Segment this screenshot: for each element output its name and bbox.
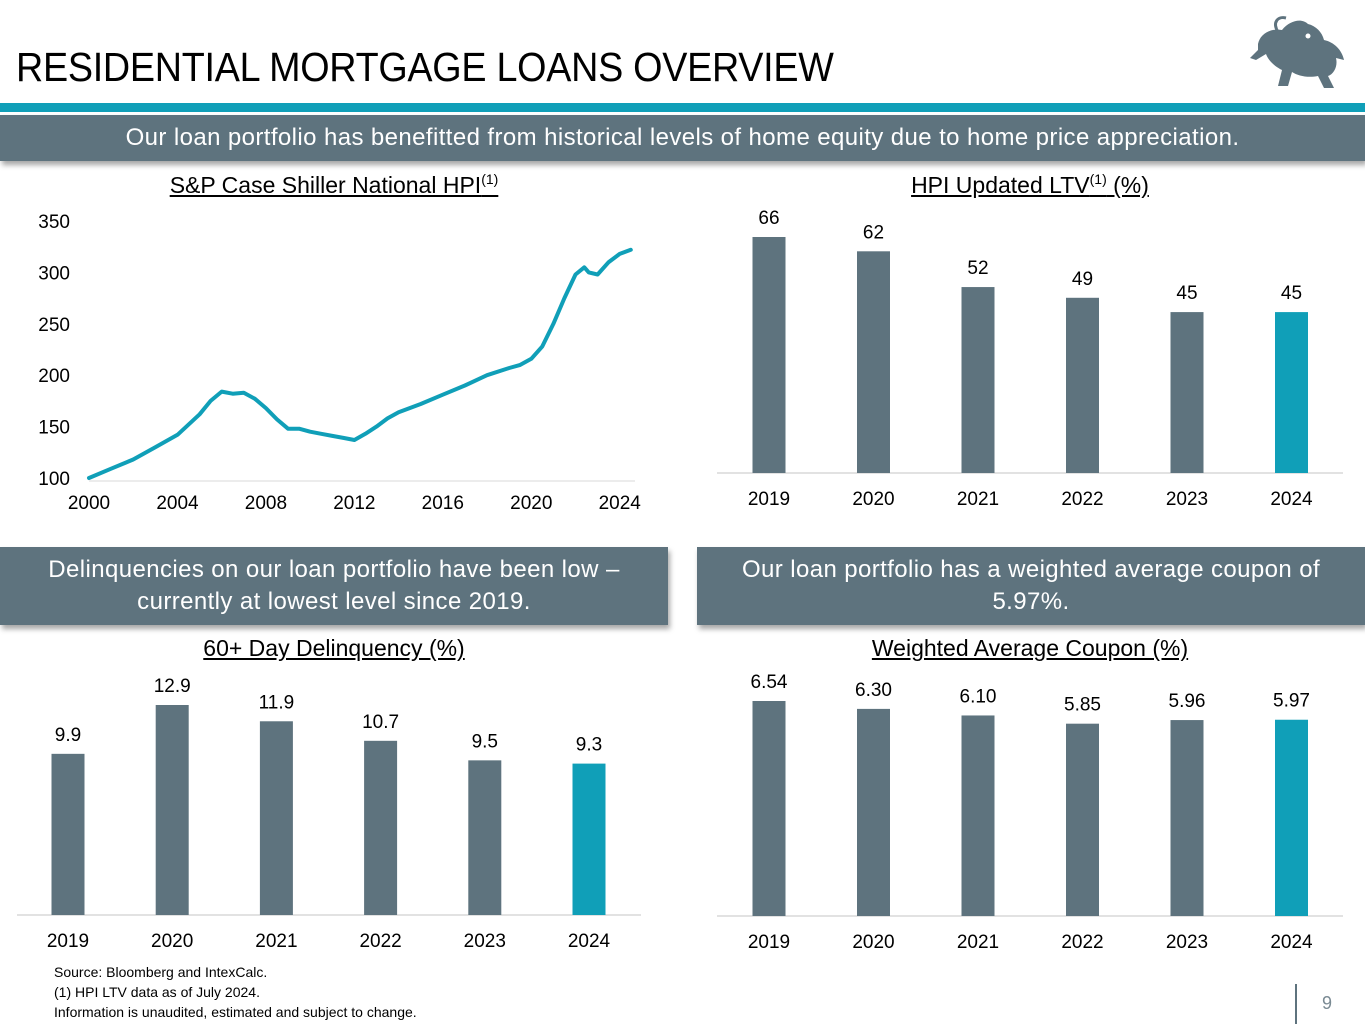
bar <box>1275 719 1308 916</box>
x-tick-label: 2024 <box>1270 489 1313 510</box>
y-tick-label: 250 <box>38 315 70 336</box>
footnote-2: Information is unaudited, estimated and … <box>54 1004 417 1020</box>
x-tick-label: 2023 <box>464 931 506 952</box>
x-tick-label: 2024 <box>568 931 611 952</box>
data-label: 45 <box>1176 283 1197 304</box>
data-label: 11.9 <box>259 692 295 713</box>
bar <box>857 251 890 473</box>
data-label: 5.85 <box>1064 695 1101 716</box>
x-tick-label: 2020 <box>151 931 193 952</box>
bar <box>752 701 786 916</box>
bar <box>1066 297 1099 473</box>
x-tick-label: 2023 <box>1166 489 1208 510</box>
data-label: 6.10 <box>960 686 997 707</box>
page-number-divider <box>1295 984 1297 1024</box>
coupon-bar-chart: 6.54 2019 6.30 2020 6.10 2021 5.85 2022 5.96 2023… <box>717 672 1343 953</box>
page-number: 9 <box>1322 993 1333 1013</box>
data-label: 49 <box>1072 269 1093 290</box>
data-label: 5.97 <box>1273 691 1310 712</box>
data-label: 9.9 <box>55 725 81 746</box>
ltv-bar-chart: 66 2019 62 2020 52 2021 49 2022 45 2023 45 2024 <box>717 208 1343 510</box>
x-tick-label: 2022 <box>359 931 401 952</box>
x-tick-label: 2008 <box>245 493 287 514</box>
delinquency-chart-title: 60+ Day Delinquency (%) <box>203 635 465 661</box>
data-label: 9.3 <box>576 735 602 756</box>
x-tick-label: 2020 <box>852 489 894 510</box>
bar <box>1170 312 1204 473</box>
x-tick-label: 2000 <box>68 493 110 514</box>
bar <box>259 721 293 915</box>
x-tick-label: 2021 <box>957 489 999 510</box>
x-tick-label: 2021 <box>255 931 297 952</box>
y-tick-label: 100 <box>38 469 70 490</box>
x-tick-label: 2004 <box>156 493 199 514</box>
data-label: 52 <box>967 258 988 279</box>
lion-logo-icon <box>1250 16 1344 88</box>
bar <box>1275 312 1308 473</box>
header-accent-bar <box>0 103 1365 112</box>
x-tick-label: 2024 <box>599 493 642 514</box>
footnotes: Source: Bloomberg and IntexCalc. (1) HPI… <box>54 962 417 1022</box>
bar <box>155 705 189 915</box>
footnote-1: (1) HPI LTV data as of July 2024. <box>54 984 260 1000</box>
x-tick-label: 2022 <box>1061 489 1103 510</box>
x-tick-label: 2021 <box>957 932 999 953</box>
x-tick-label: 2012 <box>333 493 375 514</box>
bar <box>752 237 786 473</box>
y-tick-label: 150 <box>38 418 70 439</box>
x-tick-label: 2020 <box>852 932 894 953</box>
x-tick-label: 2016 <box>422 493 464 514</box>
delinquency-banner: Delinquencies on our loan portfolio have… <box>0 547 668 625</box>
data-label: 12.9 <box>154 676 191 697</box>
ltv-chart-title: HPI Updated LTV(1) (%) <box>911 171 1149 198</box>
data-label: 9.5 <box>472 731 498 752</box>
data-label: 10.7 <box>362 712 399 733</box>
y-tick-label: 300 <box>38 263 70 284</box>
coupon-banner: Our loan portfolio has a weighted averag… <box>697 547 1365 625</box>
bar <box>1170 720 1204 916</box>
page-title: RESIDENTIAL MORTGAGE LOANS OVERVIEW <box>16 44 834 90</box>
bar <box>468 760 502 915</box>
top-banner: Our loan portfolio has benefitted from h… <box>0 115 1365 161</box>
y-tick-label: 350 <box>38 212 70 233</box>
hpi-series-line <box>87 247 633 480</box>
bar <box>572 763 606 915</box>
bar <box>857 708 890 916</box>
x-tick-label: 2022 <box>1061 932 1103 953</box>
bar <box>961 287 995 473</box>
x-tick-label: 2024 <box>1270 932 1313 953</box>
bar <box>961 715 995 916</box>
data-label: 66 <box>758 208 779 229</box>
x-tick-label: 2023 <box>1166 932 1208 953</box>
delinquency-bar-chart: 9.9 2019 12.9 2020 11.9 2021 10.7 2022 9.5 2023 9.… <box>17 676 641 952</box>
hpi-line-chart: 100 150 200 250 300 350 2000 2004 2008 2012 2016 20… <box>38 212 642 514</box>
y-tick-label: 200 <box>38 366 70 387</box>
data-label: 5.96 <box>1169 691 1206 712</box>
bar <box>1066 723 1099 916</box>
data-label: 6.30 <box>855 680 892 701</box>
x-tick-label: 2019 <box>47 931 89 952</box>
data-label: 45 <box>1281 283 1302 304</box>
x-tick-label: 2019 <box>748 932 790 953</box>
bar <box>51 753 85 915</box>
hpi-chart-title: S&P Case Shiller National HPI(1) <box>169 171 499 198</box>
x-tick-label: 2020 <box>510 493 552 514</box>
coupon-chart-title: Weighted Average Coupon (%) <box>871 635 1189 661</box>
data-label: 62 <box>863 222 884 243</box>
x-tick-label: 2019 <box>748 489 790 510</box>
footnote-source: Source: Bloomberg and IntexCalc. <box>54 964 268 980</box>
bar <box>364 740 398 915</box>
data-label: 6.54 <box>751 672 788 693</box>
